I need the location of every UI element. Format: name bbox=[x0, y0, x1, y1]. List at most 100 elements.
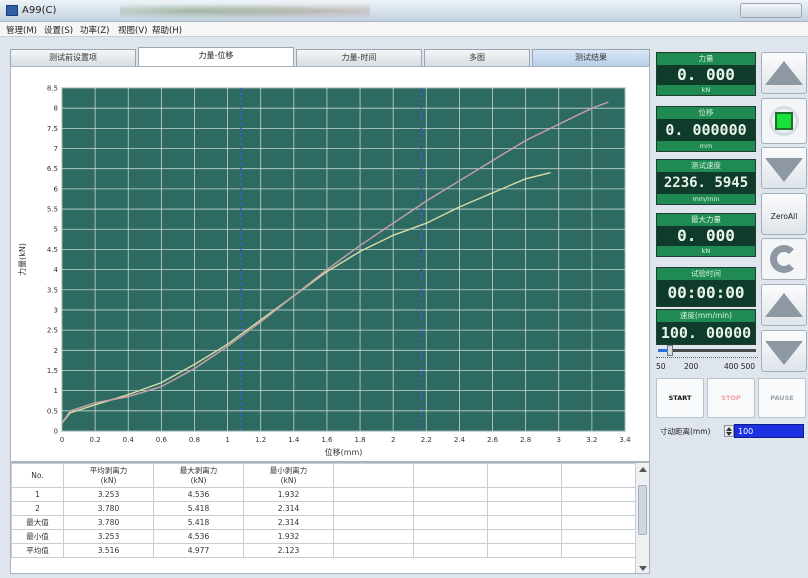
menu-help[interactable]: 帮助(H) bbox=[152, 26, 183, 36]
table-cell: 3.253 bbox=[63, 529, 154, 544]
jog-down-button[interactable] bbox=[761, 147, 807, 189]
x-tick-label: 2.2 bbox=[421, 436, 432, 444]
menu-view[interactable]: 视图(V) bbox=[118, 26, 148, 36]
tab-pre-test-settings[interactable]: 测试前设置项 bbox=[10, 49, 136, 66]
y-tick-label: 3 bbox=[54, 306, 58, 314]
start-button[interactable]: START bbox=[656, 378, 704, 418]
table-cell bbox=[413, 529, 488, 544]
readout-displacement-value: 0. 000000 bbox=[657, 119, 755, 141]
zero-all-button[interactable]: ZeroAll bbox=[761, 193, 807, 235]
table-scrollbar[interactable] bbox=[635, 463, 649, 573]
readout-speed-setting-label: 速度(mm/min) bbox=[657, 310, 755, 322]
x-tick-label: 0 bbox=[60, 436, 64, 444]
table-row[interactable]: 最大值 3.780 5.418 2.314 bbox=[11, 515, 638, 530]
readout-test-speed-value: 2236. 5945 bbox=[657, 172, 755, 194]
table-cell bbox=[561, 515, 638, 530]
table-cell: 2 bbox=[11, 501, 64, 516]
table-cell: 5.418 bbox=[153, 501, 244, 516]
table-cell bbox=[333, 487, 414, 502]
jog-distance-input[interactable] bbox=[734, 424, 804, 438]
reset-button[interactable] bbox=[761, 238, 807, 280]
menu-bar: 管理(M) 设置(S) 功率(Z) 视图(V) 帮助(H) bbox=[0, 22, 808, 37]
x-tick-label: 2.8 bbox=[520, 436, 531, 444]
x-tick-label: 2 bbox=[391, 436, 395, 444]
readout-max-force-unit: kN bbox=[657, 246, 755, 256]
table-row[interactable]: 最小值 3.253 4.536 1.932 bbox=[11, 529, 638, 544]
readout-max-force-label: 最大力量 bbox=[657, 214, 755, 226]
x-tick-label: 3.4 bbox=[619, 436, 631, 444]
arrow-up-icon bbox=[765, 293, 803, 317]
menu-settings[interactable]: 设置(S) bbox=[44, 26, 74, 36]
slider-label-min: 50 bbox=[656, 362, 666, 371]
x-tick-label: 2.4 bbox=[454, 436, 466, 444]
x-tick-label: 0.2 bbox=[90, 436, 101, 444]
fast-down-button[interactable] bbox=[761, 330, 807, 372]
table-header-cell bbox=[413, 463, 488, 488]
speed-slider-fill bbox=[658, 349, 671, 352]
table-cell bbox=[487, 515, 562, 530]
series-line-2 bbox=[61, 101, 609, 424]
tab-force-displacement[interactable]: 力量-位移 bbox=[138, 47, 294, 66]
table-row[interactable]: 1 3.253 4.536 1.932 bbox=[11, 487, 638, 502]
stepper-up-icon[interactable] bbox=[726, 427, 732, 431]
table-cell bbox=[487, 529, 562, 544]
table-row[interactable]: 平均值 3.516 4.977 2.123 bbox=[11, 543, 638, 558]
stop-button[interactable]: STOP bbox=[707, 378, 755, 418]
speed-slider[interactable] bbox=[656, 345, 758, 357]
x-tick-label: 1.2 bbox=[255, 436, 266, 444]
scroll-thumb[interactable] bbox=[638, 485, 647, 535]
speed-slider-handle[interactable] bbox=[667, 345, 674, 356]
pause-button[interactable]: PAUSE bbox=[758, 378, 806, 418]
readout-force-value: 0. 000 bbox=[657, 65, 755, 85]
status-indicator-button[interactable] bbox=[761, 98, 807, 144]
y-tick-label: 6.5 bbox=[47, 165, 58, 173]
table-cell: 4.536 bbox=[153, 529, 244, 544]
table-header-cell: 最小剥离力 (kN) bbox=[243, 463, 334, 488]
scroll-up-icon[interactable] bbox=[639, 467, 647, 472]
table-cell bbox=[487, 487, 562, 502]
tab-force-time[interactable]: 力量-时间 bbox=[296, 49, 422, 66]
status-green-icon bbox=[775, 112, 793, 130]
jog-up-button[interactable] bbox=[761, 52, 807, 94]
fast-up-button[interactable] bbox=[761, 284, 807, 326]
force-displacement-chart: 0 0.2 0.4 0.6 0.8 1 1.2 1.4 1.6 1.8 2 2.2 2.4 2.6 2.8 3… bbox=[17, 85, 631, 458]
tab-multi-chart[interactable]: 多图 bbox=[424, 49, 530, 66]
x-tick-label: 0.8 bbox=[189, 436, 200, 444]
menu-manage[interactable]: 管理(M) bbox=[6, 26, 37, 36]
table-row[interactable]: 2 3.780 5.418 2.314 bbox=[11, 501, 638, 516]
table-cell bbox=[333, 543, 414, 558]
x-tick-label: 3 bbox=[557, 436, 561, 444]
y-tick-label: 1 bbox=[54, 387, 58, 395]
window-controls[interactable] bbox=[740, 3, 802, 18]
jog-distance-stepper[interactable] bbox=[724, 425, 734, 437]
x-axis-label: 位移(mm) bbox=[325, 447, 363, 457]
y-tick-label: 4.5 bbox=[47, 246, 58, 254]
table-cell: 3.780 bbox=[63, 501, 154, 516]
slider-label-mid: 200 bbox=[684, 362, 699, 371]
readout-max-force-value: 0. 000 bbox=[657, 226, 755, 246]
x-tick-label: 2.6 bbox=[487, 436, 499, 444]
stepper-down-icon[interactable] bbox=[726, 432, 732, 436]
y-tick-label: 0.5 bbox=[47, 407, 58, 415]
table-header-cell bbox=[561, 463, 638, 488]
tab-strip: 测试前设置项 力量-位移 力量-时间 多图 测试结果 bbox=[10, 47, 650, 66]
table-cell: 3.253 bbox=[63, 487, 154, 502]
rotate-icon bbox=[770, 245, 798, 273]
x-tick-label: 1.8 bbox=[354, 436, 365, 444]
scroll-down-icon[interactable] bbox=[639, 566, 647, 571]
readout-speed-setting: 速度(mm/min) 100. 00000 bbox=[656, 309, 756, 345]
table-cell: 2.314 bbox=[243, 501, 334, 516]
table-cell bbox=[413, 501, 488, 516]
y-tick-label: 6 bbox=[54, 185, 59, 193]
table-cell: 最小值 bbox=[11, 529, 64, 544]
y-tick-label: 7.5 bbox=[47, 125, 58, 133]
readout-test-speed-label: 测试速度 bbox=[657, 160, 755, 172]
readout-test-time-value: 00:00:00 bbox=[657, 280, 755, 306]
menu-function[interactable]: 功率(Z) bbox=[80, 26, 110, 36]
jog-distance-label: 寸动距离(mm) bbox=[660, 427, 711, 436]
table-cell bbox=[561, 487, 638, 502]
y-tick-label: 8 bbox=[54, 105, 58, 113]
table-cell bbox=[333, 515, 414, 530]
tab-test-results[interactable]: 测试结果 bbox=[532, 49, 650, 66]
